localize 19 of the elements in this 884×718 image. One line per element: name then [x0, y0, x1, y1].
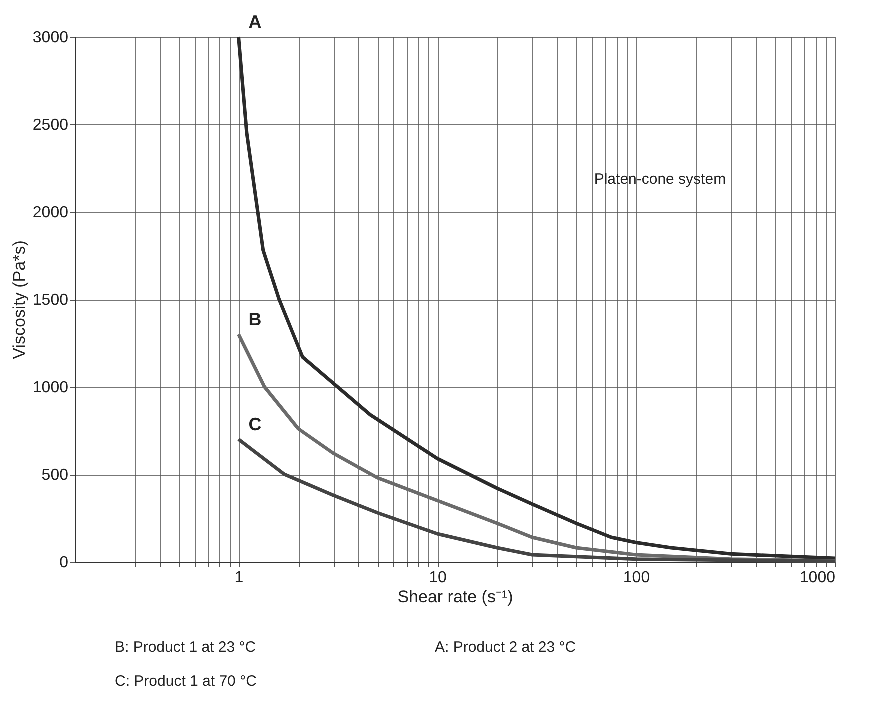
text: A: Product 2 at 23 °C: [435, 639, 576, 656]
y-tick-label: 500: [42, 467, 69, 484]
series-label: B: [248, 310, 262, 330]
y-tick-label: 2000: [32, 204, 69, 222]
y-tick-label: 1000: [32, 380, 69, 396]
text: B: Product 1 at 23 °C: [115, 639, 256, 656]
x-axis-title: Shear rate (s⁻¹): [398, 588, 514, 606]
series-label: C: [248, 414, 262, 434]
y-tick-label: 1500: [32, 292, 69, 309]
x-tick-label: 10: [429, 570, 447, 586]
series-label: A: [248, 12, 262, 32]
y-tick-label: 0: [60, 554, 69, 572]
y-tick-label: 3000: [32, 30, 69, 46]
x-tick-label: 100: [623, 570, 650, 586]
y-tick-label: 2500: [32, 117, 69, 134]
text: C: Product 1 at 70 °C: [115, 673, 258, 690]
y-axis-title: Viscosity (Pa*s): [10, 240, 29, 360]
x-tick-label: 1000: [800, 570, 836, 586]
x-tick-label: 1: [234, 570, 244, 586]
